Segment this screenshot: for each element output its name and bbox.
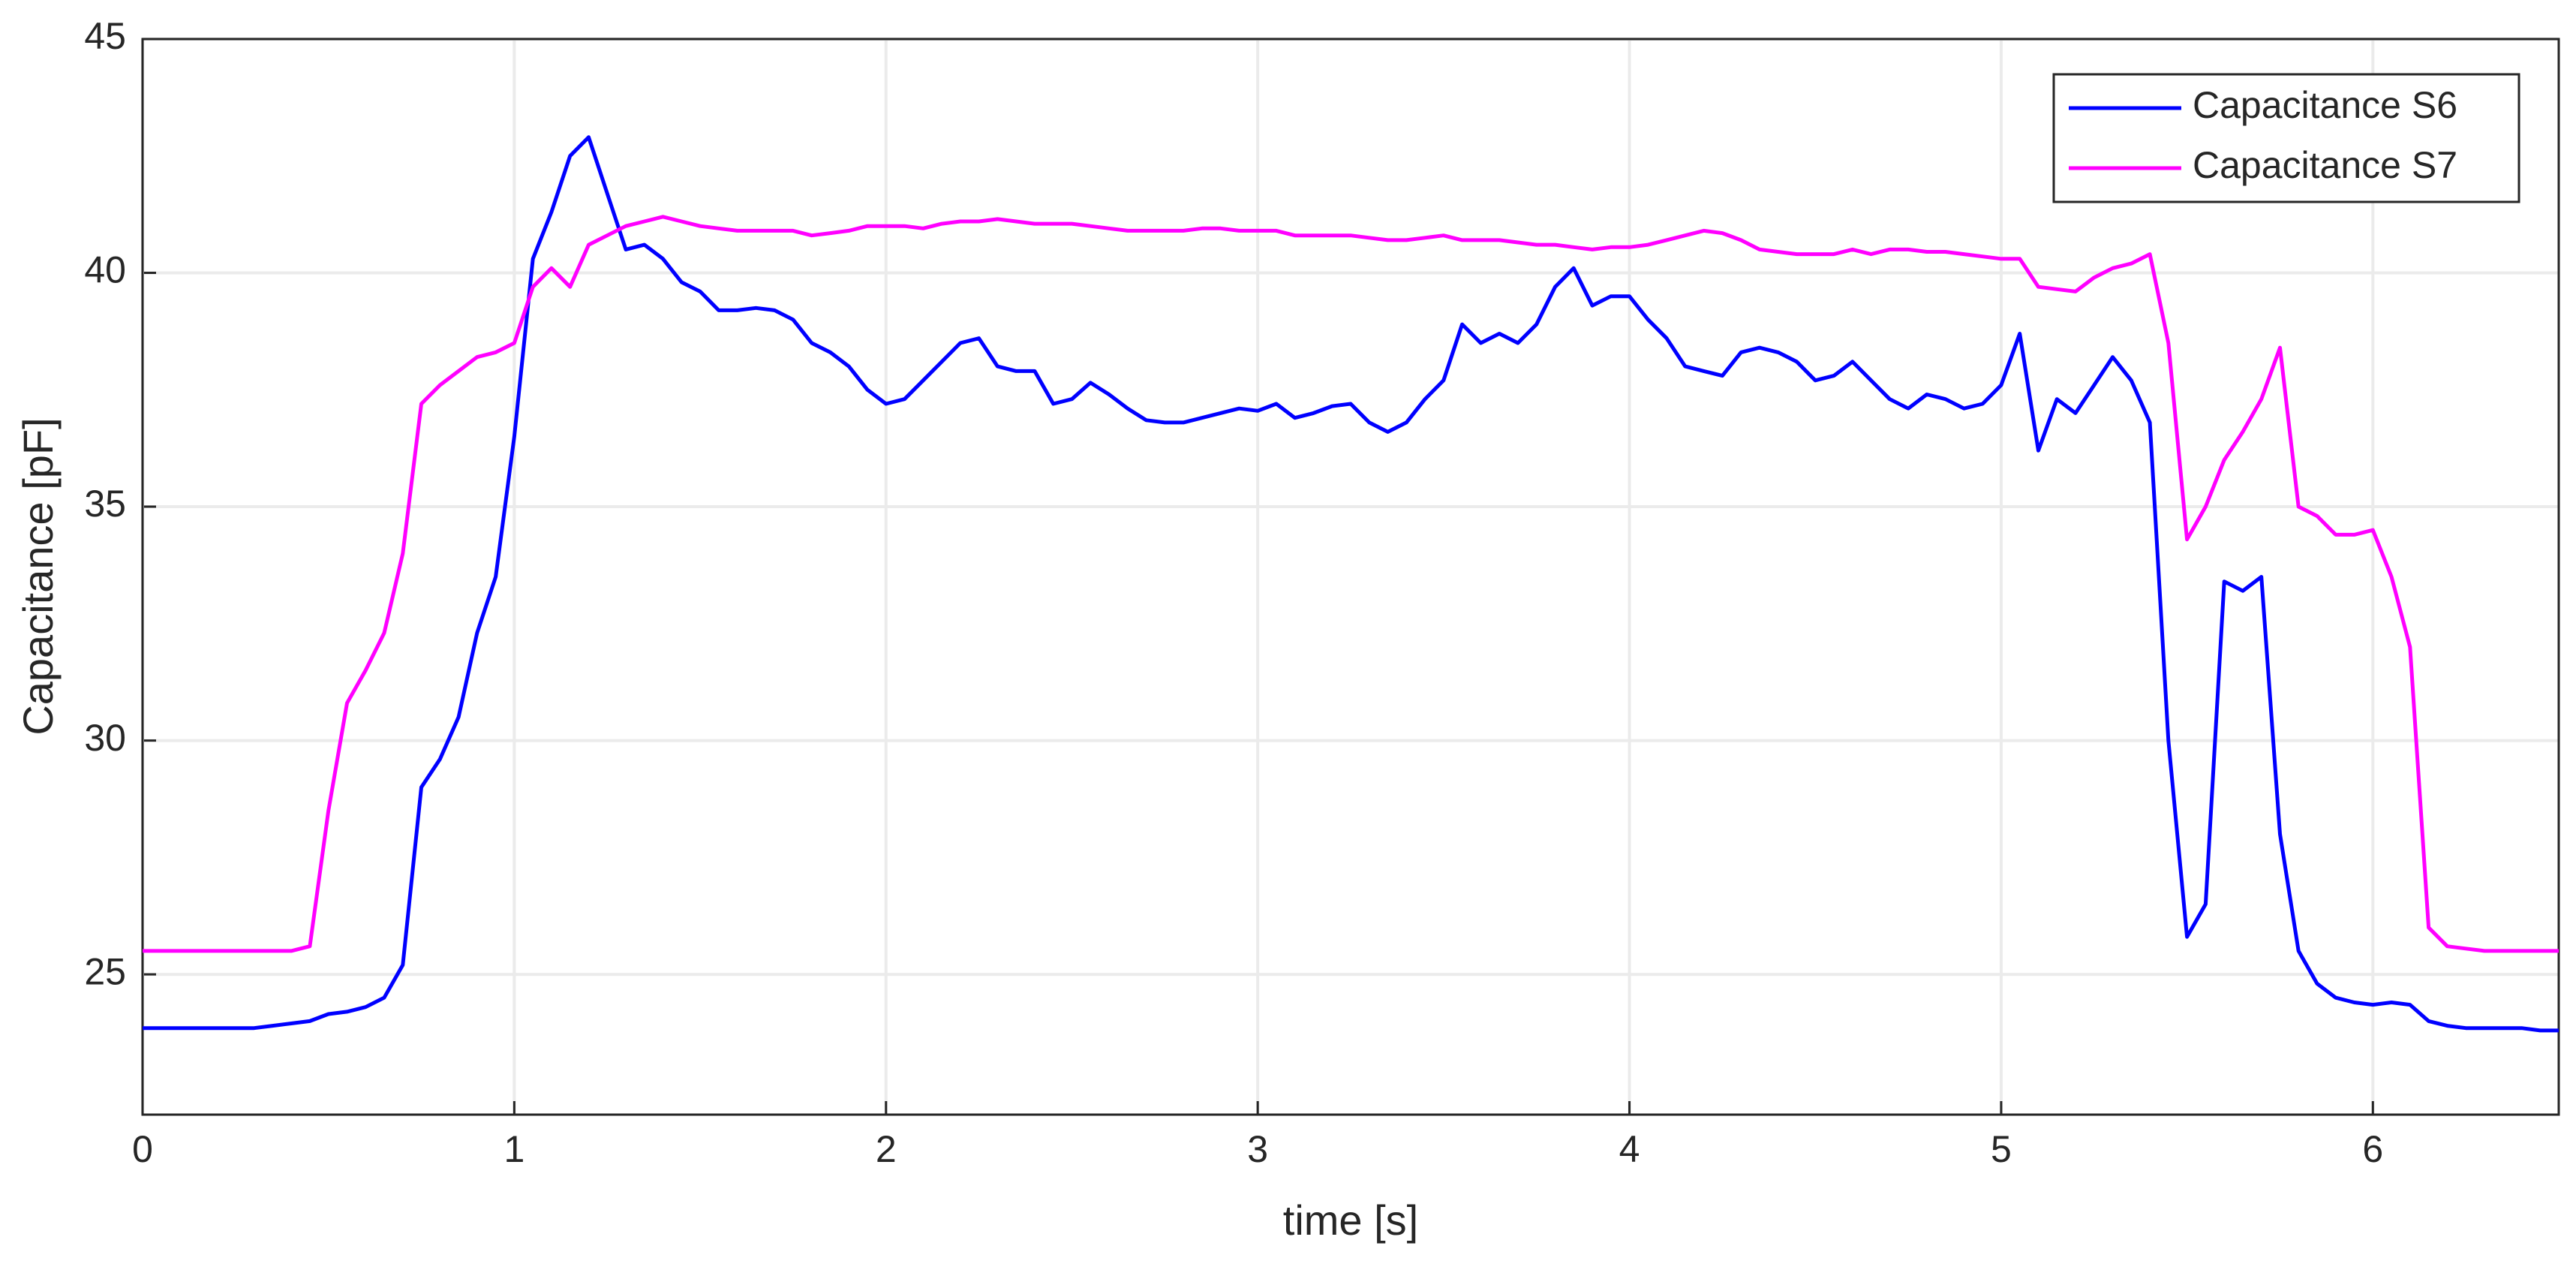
x-tick-label: 1 bbox=[503, 1128, 525, 1170]
y-tick-label: 40 bbox=[84, 249, 126, 291]
legend-box bbox=[2052, 73, 2520, 203]
y-axis-label: Capacitance [pF] bbox=[14, 417, 62, 735]
x-tick-label: 3 bbox=[1247, 1128, 1268, 1170]
legend-label: Capacitance S6 bbox=[2193, 84, 2457, 126]
x-tick-label: 2 bbox=[876, 1128, 897, 1170]
plot-frame bbox=[141, 38, 2560, 1116]
x-tick-label: 5 bbox=[1991, 1128, 2012, 1170]
y-tick-label: 35 bbox=[84, 483, 126, 525]
x-tick-label: 0 bbox=[132, 1128, 153, 1170]
x-tick-label: 6 bbox=[2362, 1128, 2383, 1170]
x-axis-label: time [s] bbox=[1283, 1196, 1418, 1244]
data-line bbox=[143, 215, 2559, 953]
legend-label: Capacitance S7 bbox=[2193, 144, 2457, 186]
y-tick-label: 45 bbox=[84, 15, 126, 57]
data-line bbox=[143, 135, 2559, 1033]
x-tick-label: 4 bbox=[1619, 1128, 1640, 1170]
y-tick-label: 25 bbox=[84, 950, 126, 992]
y-tick-label: 30 bbox=[84, 717, 126, 759]
